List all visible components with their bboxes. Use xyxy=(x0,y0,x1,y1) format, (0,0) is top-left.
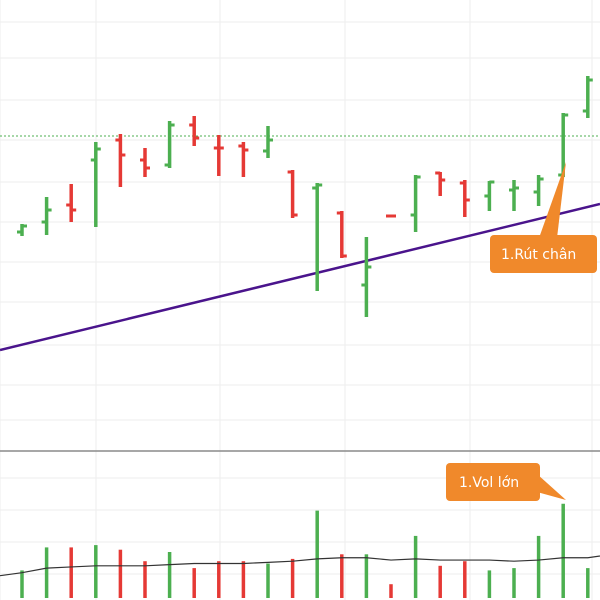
ohlc-bar xyxy=(533,175,544,206)
ohlc-bar xyxy=(287,170,298,218)
ohlc-bar xyxy=(189,116,200,146)
ohlc-bar xyxy=(484,180,495,211)
ohlc-bar xyxy=(263,126,273,158)
ohlc-bar xyxy=(17,224,27,236)
ohlc-bar xyxy=(410,175,421,232)
volume-callout: 1.Vol lớn xyxy=(446,463,566,501)
ohlc-bar xyxy=(361,237,372,317)
price-callout-label: 1.Rút chân xyxy=(501,247,576,263)
price-callout-arrow xyxy=(539,162,566,238)
volume-callout-box xyxy=(446,463,540,501)
ohlc-bar xyxy=(459,180,470,217)
volume-moving-average-line xyxy=(0,553,600,577)
ohlc-bar xyxy=(213,135,224,176)
ohlc-bar xyxy=(115,134,126,187)
ohlc-bar xyxy=(238,142,249,177)
ohlc-bar xyxy=(509,180,519,211)
ohlc-bar xyxy=(336,211,347,258)
ohlc-bar xyxy=(558,113,569,177)
ohlc-bar xyxy=(66,184,77,222)
ohlc-bar xyxy=(435,171,446,196)
ohlc-bar xyxy=(312,183,323,291)
ohlc-bar xyxy=(164,121,175,168)
ohlc-bar xyxy=(140,148,150,177)
volume-callout-arrow xyxy=(537,474,566,500)
volume-bars xyxy=(20,503,590,598)
ohlc-bar xyxy=(582,76,593,118)
price-bars xyxy=(17,76,593,317)
trendline xyxy=(0,202,600,352)
volume-callout-label: 1.Vol lớn xyxy=(459,475,519,491)
price-callout: 1.Rút chân xyxy=(490,162,597,273)
price-callout-box xyxy=(490,235,597,273)
ohlc-bar xyxy=(90,142,101,227)
ohlc-bar xyxy=(41,197,52,235)
